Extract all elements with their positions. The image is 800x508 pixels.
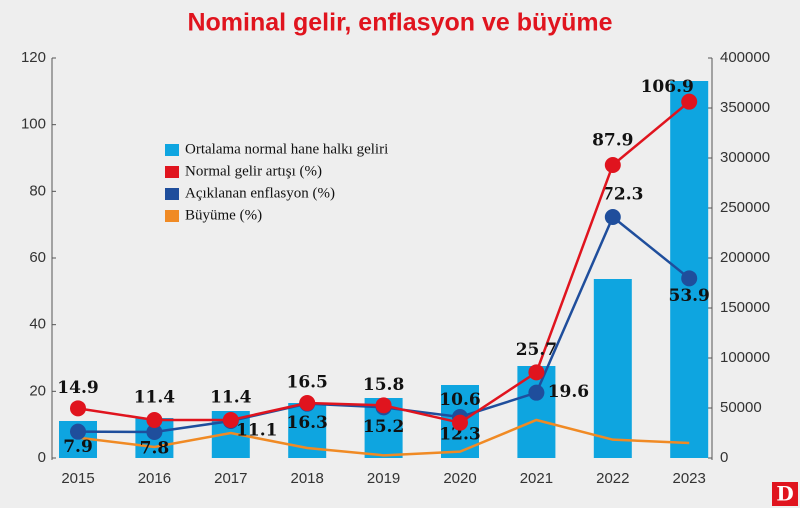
y2-tick-label: 150000 <box>720 299 770 316</box>
y-tick-label: 0 <box>38 449 46 466</box>
point <box>452 414 468 431</box>
data-label: 7.8 <box>140 439 170 459</box>
x-tick-label: 2016 <box>138 470 171 487</box>
x-tick-label: 2023 <box>673 470 706 487</box>
y2-tick-label: 50000 <box>720 399 762 416</box>
legend-swatch <box>165 166 179 178</box>
point <box>604 157 621 173</box>
data-label: 11.1 <box>236 421 277 441</box>
legend-label: Normal gelir artışı (%) <box>185 163 322 179</box>
data-label: 12.3 <box>439 425 480 445</box>
legend-label: Ortalama normal hane halkı geliri <box>185 141 388 157</box>
bar <box>670 81 709 458</box>
data-label: 106.9 <box>641 77 694 97</box>
legend-swatch <box>165 144 179 156</box>
point <box>528 384 545 401</box>
legend-swatch <box>165 188 179 200</box>
data-label: 87.9 <box>592 131 633 151</box>
data-label: 53.9 <box>668 286 709 306</box>
data-label: 10.6 <box>439 390 480 410</box>
chart-title: Nominal gelir, enflasyon ve büyüme <box>187 9 612 37</box>
point <box>70 423 86 440</box>
x-tick-label: 2015 <box>61 470 94 487</box>
y2-tick-label: 0 <box>720 449 728 466</box>
y2-tick-label: 250000 <box>720 199 770 216</box>
legend-label: Büyüme (%) <box>185 207 262 223</box>
y2-tick-label: 200000 <box>720 249 770 266</box>
data-label: 16.5 <box>286 373 327 393</box>
legend-swatch <box>165 210 179 222</box>
y2-tick-label: 100000 <box>720 349 770 366</box>
x-tick-label: 2020 <box>443 470 476 487</box>
y-tick-label: 120 <box>21 49 46 66</box>
data-label: 15.8 <box>363 375 404 395</box>
data-label: 11.4 <box>210 388 252 408</box>
data-label: 72.3 <box>602 185 643 205</box>
point <box>70 400 86 417</box>
data-label: 16.3 <box>286 413 327 433</box>
y-tick-label: 60 <box>29 249 46 266</box>
data-label: 7.9 <box>63 437 93 457</box>
y-tick-label: 40 <box>29 316 46 333</box>
point <box>681 270 698 287</box>
x-tick-label: 2018 <box>291 470 324 487</box>
bar <box>593 279 632 458</box>
data-label: 25.7 <box>516 340 557 360</box>
y2-tick-label: 400000 <box>720 49 770 66</box>
point <box>146 412 163 428</box>
y2-tick-label: 300000 <box>720 149 770 166</box>
logo: D <box>776 482 793 506</box>
point <box>528 364 545 381</box>
x-tick-label: 2022 <box>596 470 629 487</box>
y2-tick-label: 350000 <box>720 99 770 116</box>
line <box>77 418 690 457</box>
point <box>604 209 621 225</box>
point <box>222 412 239 428</box>
legend-label: Açıklanan enflasyon (%) <box>185 185 335 201</box>
point <box>146 424 163 440</box>
logo-box <box>772 482 798 506</box>
x-tick-label: 2017 <box>214 470 247 487</box>
point <box>375 397 392 414</box>
data-label: 14.9 <box>57 378 98 398</box>
data-label: 15.2 <box>363 417 404 437</box>
point <box>299 395 316 411</box>
y-tick-label: 20 <box>29 382 46 399</box>
point <box>681 93 698 110</box>
data-label: 19.6 <box>548 382 589 402</box>
x-tick-label: 2019 <box>367 470 400 487</box>
y-tick-label: 80 <box>29 182 46 199</box>
y-tick-label: 100 <box>21 116 46 133</box>
x-tick-label: 2021 <box>520 470 553 487</box>
data-label: 11.4 <box>134 388 176 408</box>
